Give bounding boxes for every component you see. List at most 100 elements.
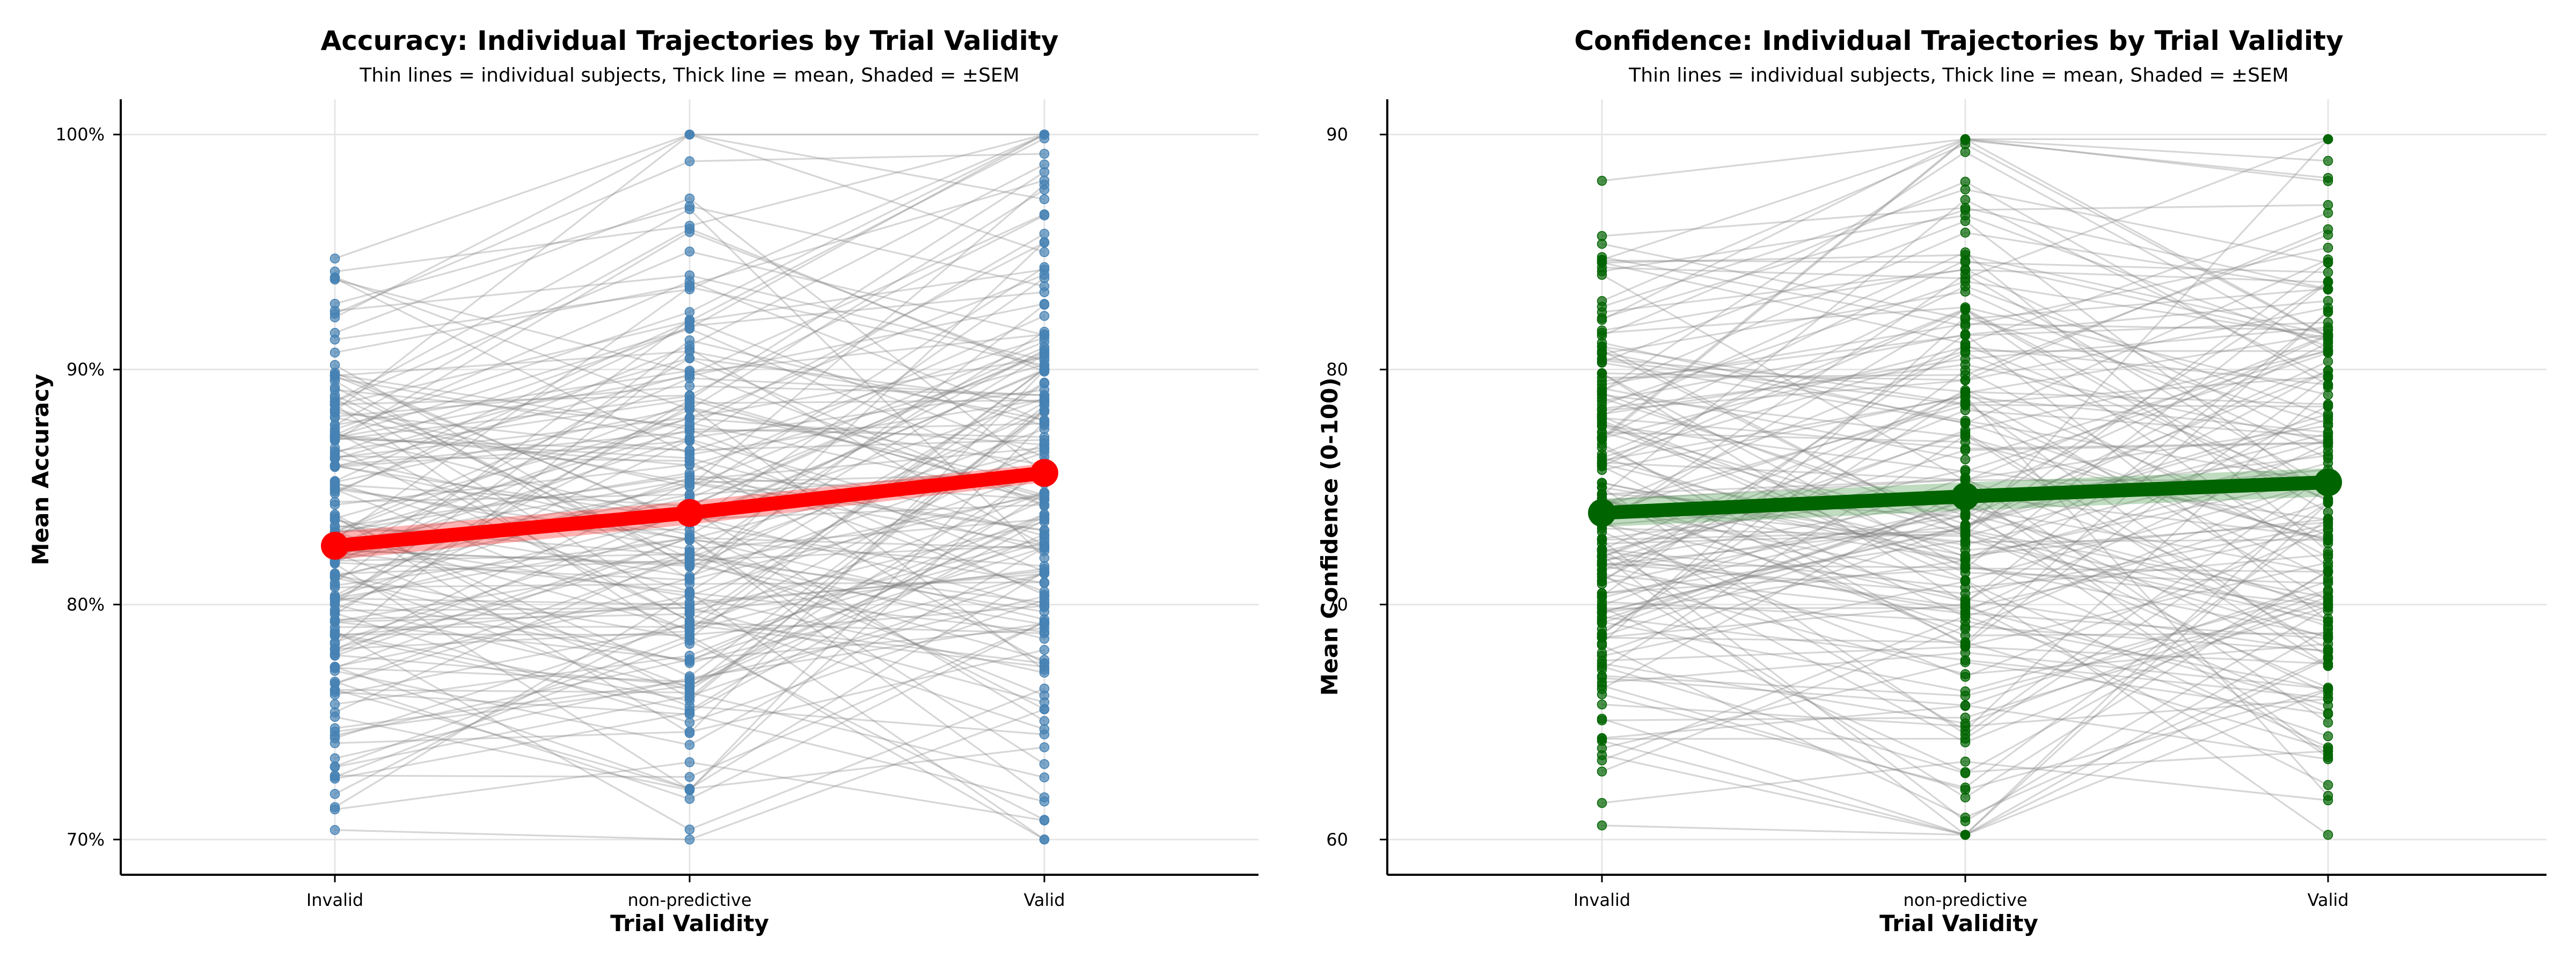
accuracy-subject-point — [684, 413, 695, 423]
accuracy-subject-point — [330, 772, 340, 782]
confidence-subject-point — [2323, 390, 2333, 400]
accuracy-subject-point — [684, 489, 695, 500]
confidence-subject-point — [1960, 342, 1971, 352]
confidence-subject-point — [2323, 744, 2333, 754]
accuracy-subject-point — [330, 730, 340, 741]
confidence-subject-point — [1960, 830, 1971, 840]
accuracy-mean-layer — [321, 459, 1058, 560]
confidence-subject-point — [2323, 267, 2333, 277]
confidence-subject-point — [1597, 455, 1607, 466]
confidence-subject-point — [1960, 147, 1971, 157]
confidence-subject-point — [2323, 683, 2333, 693]
accuracy-subject-point — [330, 663, 340, 673]
confidence-y-tick-label: 90 — [1326, 125, 1348, 145]
confidence-subject-point — [2323, 134, 2333, 144]
confidence-mean-layer — [1588, 468, 2342, 527]
confidence-subject-point — [1960, 718, 1971, 728]
accuracy-y-tick-label: 100% — [56, 125, 105, 145]
accuracy-subject-point — [1039, 129, 1050, 140]
confidence-subject-point — [1597, 478, 1607, 488]
confidence-subject-point — [2323, 427, 2333, 437]
accuracy-y-tick-label: 70% — [67, 829, 105, 850]
confidence-subject-point — [1597, 699, 1607, 709]
confidence-subject-point — [1960, 454, 1971, 465]
confidence-subject-point — [1960, 360, 1971, 370]
accuracy-subject-point — [1039, 210, 1050, 221]
confidence-subject-point — [1597, 713, 1607, 724]
confidence-x-tick-label: Valid — [2307, 890, 2348, 910]
confidence-subject-point — [2323, 330, 2333, 340]
accuracy-subject-point — [330, 804, 340, 815]
accuracy-y-tick-label: 90% — [67, 360, 105, 380]
accuracy-subject-point — [684, 728, 695, 738]
accuracy-subject-point — [330, 484, 340, 494]
accuracy-subject-point — [1039, 185, 1050, 195]
confidence-subject-point — [1597, 755, 1607, 766]
confidence-subject-point — [1960, 228, 1971, 238]
confidence-mean-point — [1951, 482, 1979, 510]
confidence-subject-point — [1960, 545, 1971, 555]
confidence-subject-point — [1597, 296, 1607, 306]
accuracy-subject-point — [684, 685, 695, 695]
accuracy-x-tick-label: Valid — [1023, 890, 1065, 910]
confidence-subject-point — [1597, 328, 1607, 338]
accuracy-subject-point — [1039, 229, 1050, 239]
accuracy-subject-point — [684, 705, 695, 716]
accuracy-subject-point — [684, 772, 695, 782]
accuracy-subject-point — [1039, 365, 1050, 376]
accuracy-subject-point — [1039, 406, 1050, 416]
accuracy-subject-point — [1039, 511, 1050, 522]
accuracy-subject-point — [1039, 149, 1050, 159]
accuracy-subject-point — [684, 156, 695, 166]
confidence-subject-point — [1597, 617, 1607, 627]
confidence-subject-point — [1597, 733, 1607, 743]
accuracy-subject-point — [330, 712, 340, 722]
accuracy-subject-point — [684, 456, 695, 466]
accuracy-subject-point — [684, 436, 695, 447]
accuracy-subject-point — [1039, 577, 1050, 588]
accuracy-subject-point — [1039, 566, 1050, 577]
accuracy-subject-point — [330, 685, 340, 695]
accuracy-subject-point — [330, 430, 340, 440]
accuracy-subject-point — [1039, 237, 1050, 247]
accuracy-subject-point — [1039, 262, 1050, 273]
confidence-subject-point — [2323, 230, 2333, 240]
accuracy-subject-point — [684, 193, 695, 204]
confidence-panel: Confidence: Individual Trajectories by T… — [1316, 25, 2546, 936]
accuracy-subject-point — [330, 582, 340, 592]
confidence-subject-point — [1960, 392, 1971, 402]
accuracy-subject-point — [330, 309, 340, 319]
accuracy-subject-point — [1039, 835, 1050, 845]
accuracy-subject-point — [330, 605, 340, 616]
confidence-subject-point — [1597, 607, 1607, 618]
confidence-subject-point — [1960, 370, 1971, 380]
confidence-subject-point — [1597, 766, 1607, 777]
accuracy-subject-point — [330, 412, 340, 423]
accuracy-subject-point — [330, 347, 340, 358]
accuracy-mean-point — [321, 532, 349, 560]
accuracy-subject-point — [330, 274, 340, 285]
confidence-subject-point — [2323, 453, 2333, 464]
accuracy-subject-point — [684, 246, 695, 257]
accuracy-subject-point — [684, 740, 695, 750]
confidence-y-axis-label: Mean Confidence (0-100) — [1316, 377, 1343, 696]
accuracy-subject-point — [684, 276, 695, 287]
confidence-subject-point — [1597, 743, 1607, 753]
confidence-subject-point — [1960, 638, 1971, 648]
confidence-subject-point — [1960, 785, 1971, 795]
accuracy-subject-point — [330, 570, 340, 581]
accuracy-subject-point — [330, 462, 340, 472]
confidence-subject-point — [1960, 528, 1971, 539]
confidence-subject-point — [2323, 576, 2333, 587]
accuracy-subject-point — [1039, 617, 1050, 627]
accuracy-subject-point — [684, 314, 695, 325]
confidence-subject-point — [1960, 813, 1971, 823]
confidence-chart-title: Confidence: Individual Trajectories by T… — [1574, 25, 2343, 56]
confidence-subject-point — [1597, 433, 1607, 443]
accuracy-mean-point — [676, 499, 704, 527]
accuracy-subject-point — [330, 298, 340, 309]
accuracy-subject-point — [1039, 742, 1050, 752]
accuracy-subject-point — [330, 385, 340, 395]
confidence-subject-point — [1960, 562, 1971, 573]
accuracy-y-tick-label: 80% — [67, 594, 105, 614]
